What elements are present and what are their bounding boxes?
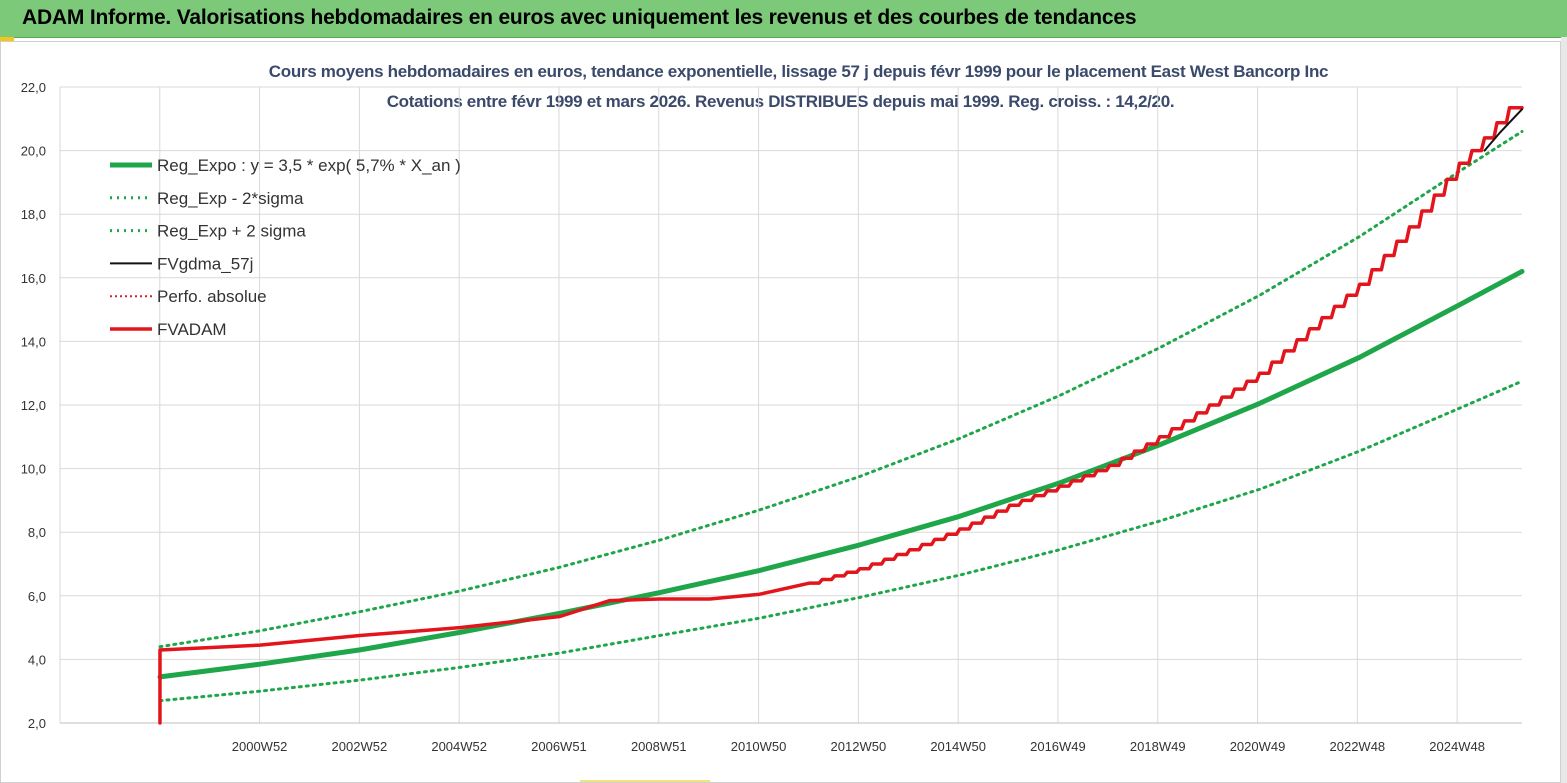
series-line	[1483, 108, 1523, 152]
y-tick-label: 8,0	[28, 525, 46, 540]
x-tick-label: 2020W49	[1230, 739, 1286, 754]
x-tick-label: 2012W50	[831, 739, 887, 754]
x-tick-label: 2018W49	[1130, 739, 1186, 754]
y-tick-label: 2,0	[28, 716, 46, 731]
x-tick-label: 2022W48	[1330, 739, 1386, 754]
y-tick-label: 16,0	[21, 271, 46, 286]
y-tick-label: 14,0	[21, 334, 46, 349]
x-tick-label: 2006W51	[531, 739, 587, 754]
legend-label: Reg_Exp - 2*sigma	[157, 189, 304, 208]
legend-label: Reg_Expo : y = 3,5 * exp( 5,7% * X_an )	[157, 156, 461, 175]
series-line	[157, 268, 1525, 680]
y-tick-label: 20,0	[21, 144, 46, 159]
series-line	[158, 379, 1524, 703]
x-tick-label: 2000W52	[232, 739, 288, 754]
report-banner: ADAM Informe. Valorisations hebdomadaire…	[0, 0, 1567, 38]
x-tick-label: 2004W52	[431, 739, 487, 754]
series-line	[158, 105, 1524, 725]
legend-label: FVgdma_57j	[157, 254, 253, 273]
x-tick-label: 2010W50	[731, 739, 787, 754]
x-tick-label: 2016W49	[1030, 739, 1086, 754]
x-tick-label: 2002W52	[332, 739, 388, 754]
x-tick-label: 2024W48	[1429, 739, 1485, 754]
y-tick-label: 22,0	[21, 80, 46, 95]
y-tick-label: 12,0	[21, 398, 46, 413]
chart-subtitle: Cotations entre févr 1999 et mars 2026. …	[386, 92, 1175, 111]
x-tick-label: 2008W51	[631, 739, 687, 754]
x-tick-label: 2014W50	[930, 739, 986, 754]
legend-label: Reg_Exp + 2 sigma	[157, 222, 306, 241]
accent-bar-left	[0, 37, 14, 41]
y-tick-label: 4,0	[28, 652, 46, 667]
legend-label: FVADAM	[157, 320, 227, 339]
chart-title: Cours moyens hebdomadaires en euros, ten…	[268, 62, 1329, 81]
scrollbar-track[interactable]	[1561, 37, 1567, 783]
y-tick-label: 10,0	[21, 462, 46, 477]
series-line	[158, 130, 1524, 649]
accent-bar-bottom	[580, 780, 710, 783]
y-tick-label: 6,0	[28, 589, 46, 604]
report-title: ADAM Informe. Valorisations hebdomadaire…	[22, 6, 1137, 29]
legend-label: Perfo. absolue	[157, 287, 267, 306]
y-tick-label: 18,0	[21, 207, 46, 222]
